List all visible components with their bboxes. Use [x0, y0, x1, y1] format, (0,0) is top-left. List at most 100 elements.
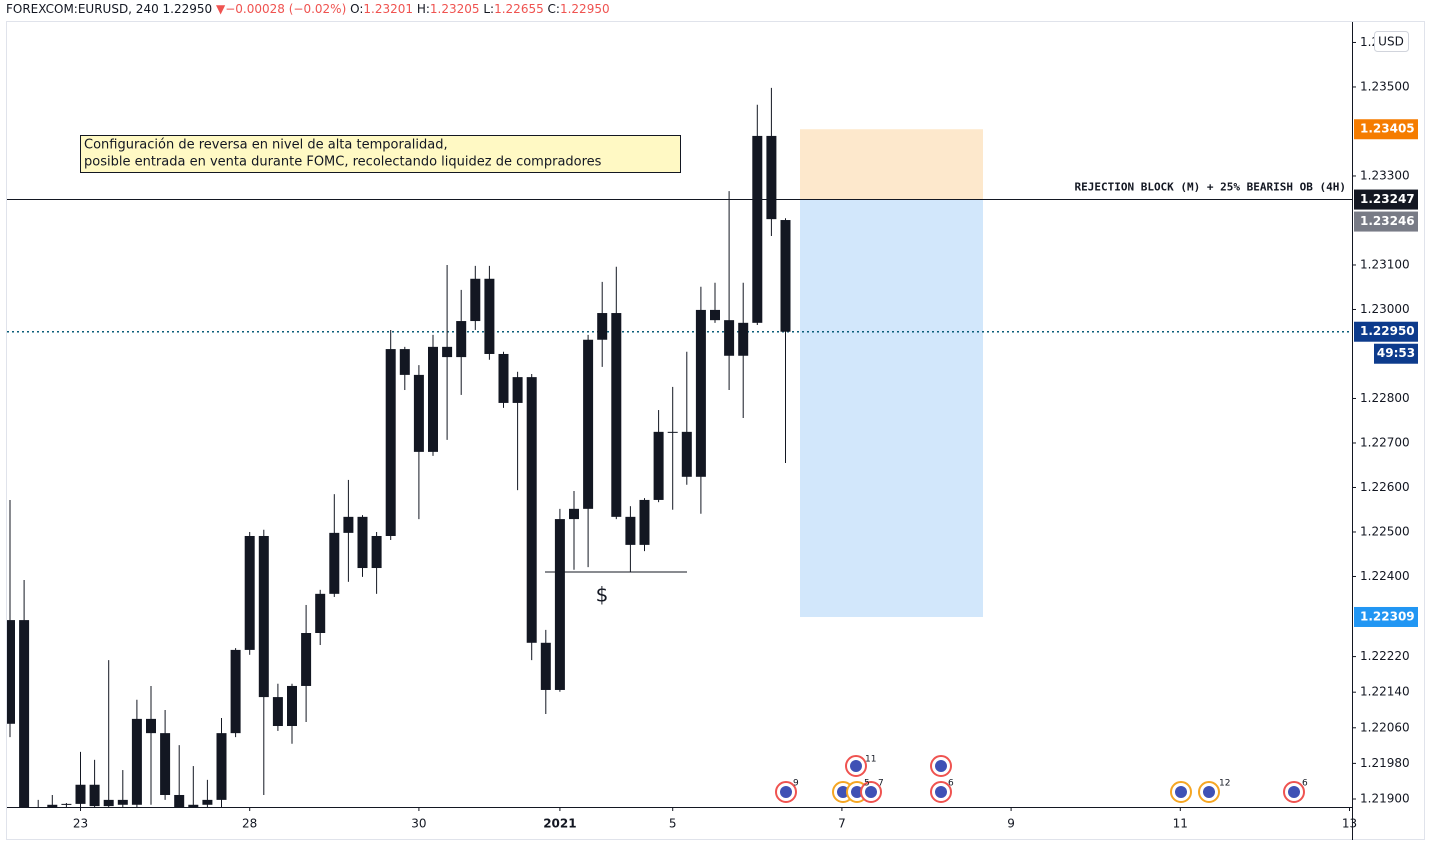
plot: [7, 87, 1352, 812]
body: [569, 508, 579, 520]
y-tick-label: 1.23300: [1360, 168, 1410, 182]
body: [428, 346, 438, 452]
body: [738, 322, 749, 356]
body: [540, 642, 551, 690]
event-count: 6: [948, 779, 954, 789]
x-tick-label: 13: [1342, 817, 1357, 831]
body: [639, 499, 650, 545]
body: [442, 346, 453, 358]
y-tick-label: 1.22500: [1360, 524, 1410, 538]
x-tick-label: 30: [411, 817, 426, 831]
body: [526, 377, 537, 643]
body: [47, 804, 58, 807]
event-flag: [780, 786, 792, 798]
event-flag: [935, 786, 947, 798]
body: [315, 593, 326, 634]
event-flag: [865, 786, 877, 798]
event-flag: [1175, 786, 1187, 798]
y-tick-label: 1.23000: [1360, 302, 1410, 316]
body: [174, 794, 185, 807]
l-label: L:: [483, 2, 495, 16]
y-tick-label: 1.22060: [1360, 720, 1410, 734]
body: [258, 535, 269, 698]
body: [385, 349, 396, 536]
body: [413, 374, 424, 452]
event-count: 12: [1219, 779, 1230, 789]
body: [611, 313, 622, 517]
zone: [800, 199, 983, 617]
price-tag: [1354, 606, 1418, 627]
price-tag-label: 1.23405: [1360, 122, 1415, 136]
change: −0.00028 (−0.02%): [225, 2, 347, 16]
countdown: 49:53: [1377, 346, 1415, 360]
symbol: FOREXCOM:EURUSD, 240: [6, 2, 159, 16]
x-tick-label: 23: [73, 817, 88, 831]
event-count: 7: [878, 779, 884, 789]
note-box: [80, 135, 681, 173]
event-count: 5: [864, 779, 870, 789]
body: [766, 135, 777, 220]
x-tick-label: 5: [669, 817, 677, 831]
y-tick-label: 1.21980: [1360, 756, 1410, 770]
body: [160, 733, 171, 795]
event-count: 6: [1302, 779, 1308, 789]
currency: USD: [1378, 35, 1404, 49]
event-flag: [935, 760, 947, 772]
body: [653, 431, 664, 500]
price-tag: [1354, 119, 1418, 140]
note-line: Configuración de reversa en nivel de alt…: [84, 138, 448, 153]
y-tick-label: 1.22220: [1360, 649, 1410, 663]
c: 1.22950: [559, 2, 610, 16]
y-tick-label: 1.22140: [1360, 685, 1410, 699]
body: [470, 278, 481, 322]
body: [498, 353, 509, 403]
event-flag: [837, 786, 849, 798]
body: [7, 620, 15, 724]
body: [780, 220, 791, 332]
body: [33, 810, 43, 812]
liquidity-label: $: [596, 583, 609, 607]
price-tag-label: 1.22950: [1360, 324, 1415, 338]
price-tag: [1354, 189, 1418, 210]
header: FOREXCOM:EURUSD, 240 1.22950 ▼−0.00028 (…: [6, 2, 610, 16]
body: [244, 535, 255, 650]
x-tick-label: 2021: [543, 817, 576, 831]
body: [131, 718, 142, 805]
y-tick-label: 1.22400: [1360, 569, 1410, 583]
price-tag-label: 1.22309: [1360, 609, 1415, 623]
body: [724, 320, 735, 356]
body: [329, 532, 340, 594]
c-label: C:: [547, 2, 560, 16]
o: 1.23201: [363, 2, 413, 16]
zone: [800, 129, 983, 200]
y-tick-label: 1.23500: [1360, 79, 1410, 93]
body: [512, 377, 523, 403]
body: [456, 321, 467, 358]
frame: [6, 21, 1425, 840]
body: [625, 516, 636, 545]
body: [61, 803, 72, 805]
o-label: O:: [350, 2, 364, 16]
countdown-tag: [1374, 343, 1418, 364]
x-tick-label: 28: [242, 817, 257, 831]
price-tag-label: 1.23246: [1360, 214, 1415, 228]
body: [89, 784, 100, 807]
y-tick-label: 1.22600: [1360, 480, 1410, 494]
body: [371, 535, 382, 569]
y-tick-label: 1.23100: [1360, 257, 1410, 271]
body: [357, 516, 368, 569]
body: [667, 431, 678, 433]
h-label: H:: [416, 2, 430, 16]
body: [202, 799, 213, 805]
body: [117, 799, 128, 805]
event-flag: [850, 760, 862, 772]
body: [272, 697, 283, 727]
event-flag: [1288, 786, 1300, 798]
body: [681, 431, 692, 477]
x-tick-label: 9: [1007, 817, 1015, 831]
x-tick-label: 7: [838, 817, 846, 831]
h: 1.23205: [429, 2, 480, 16]
event-flag: [851, 786, 863, 798]
